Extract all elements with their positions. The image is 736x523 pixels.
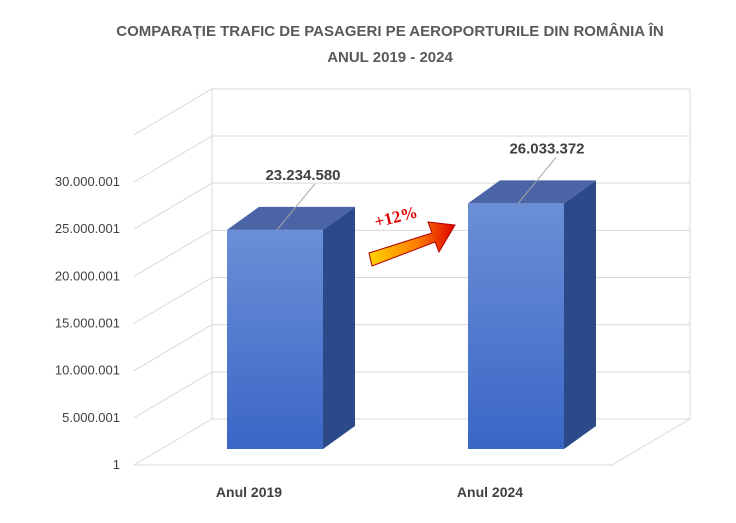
gridline	[133, 371, 690, 419]
bar-top	[468, 180, 596, 204]
gridlines	[133, 88, 691, 466]
gridline	[133, 324, 690, 372]
y-tick-label: 5.000.001	[62, 410, 120, 425]
data-label: 23.234.580	[265, 167, 340, 184]
bar-side	[564, 180, 596, 450]
chart-title-line2: ANUL 2019 - 2024	[327, 49, 453, 66]
gridline	[133, 135, 690, 183]
bar	[227, 229, 323, 449]
bar-top	[227, 206, 355, 230]
data-label-leader	[276, 183, 316, 231]
growth-arrow-icon	[368, 221, 456, 267]
growth-annotation: +12%	[368, 203, 456, 267]
gridline	[133, 229, 690, 277]
gridline	[133, 88, 690, 136]
growth-percent-label: +12%	[373, 203, 420, 232]
y-tick-label: 10.000.001	[55, 363, 120, 378]
x-category-label: Anul 2019	[216, 484, 282, 500]
bar-side	[323, 206, 355, 449]
floor-right-edge	[611, 418, 691, 466]
x-category-label: Anul 2024	[457, 484, 523, 500]
y-tick-label: 25.000.001	[55, 221, 120, 236]
y-tick-label: 30.000.001	[55, 174, 120, 189]
y-tick-label: 15.000.001	[55, 316, 120, 331]
data-labels: 23.234.580 26.033.372	[265, 140, 585, 231]
bar	[468, 203, 564, 449]
y-tick-label: 1	[113, 457, 120, 472]
gridline	[133, 277, 690, 324]
chart-title-line1: COMPARAȚIE TRAFIC DE PASAGERI PE AEROPOR…	[116, 22, 664, 40]
y-tick-label: 20.000.001	[55, 268, 120, 283]
y-axis-ticks: 15.000.00110.000.00115.000.00120.000.001…	[55, 174, 120, 472]
x-axis-categories: Anul 2019 Anul 2024	[216, 484, 523, 500]
gridline	[133, 418, 690, 466]
bars	[227, 180, 596, 450]
data-label: 26.033.372	[509, 140, 584, 157]
data-label-leader	[517, 157, 557, 204]
